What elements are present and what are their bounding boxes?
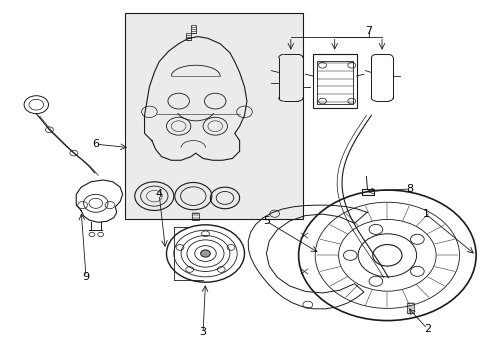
Text: 3: 3 (199, 327, 206, 337)
Text: 6: 6 (92, 139, 99, 149)
Text: 7: 7 (365, 26, 372, 36)
Bar (361, 189, 373, 195)
Bar (185, 33, 190, 40)
Bar (192, 213, 199, 220)
Text: 2: 2 (423, 324, 430, 334)
Bar (190, 25, 195, 33)
Text: 9: 9 (82, 272, 89, 282)
Text: 1: 1 (422, 209, 428, 219)
Text: 8: 8 (406, 184, 413, 194)
Circle shape (200, 250, 210, 257)
Bar (316, 61, 352, 104)
Text: 4: 4 (155, 189, 163, 199)
Bar (406, 303, 413, 314)
Text: 5: 5 (263, 216, 269, 226)
Bar (312, 54, 356, 108)
Bar (125, 13, 303, 220)
